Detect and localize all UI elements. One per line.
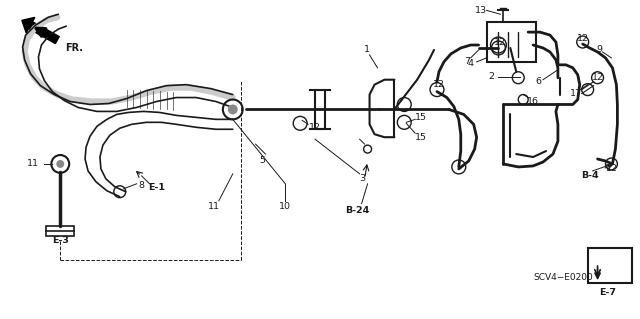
- Circle shape: [228, 105, 237, 115]
- Text: 12: 12: [309, 123, 321, 132]
- Text: 12: 12: [495, 38, 506, 47]
- Text: 4: 4: [468, 59, 474, 68]
- Text: 11: 11: [208, 202, 220, 211]
- Text: 8: 8: [139, 181, 145, 190]
- Text: 12: 12: [605, 164, 618, 174]
- Text: B-4: B-4: [581, 171, 598, 180]
- Bar: [47, 226, 74, 236]
- Text: 2: 2: [488, 72, 495, 81]
- Text: 17: 17: [570, 89, 582, 98]
- Text: E-3: E-3: [52, 236, 68, 245]
- Text: 12: 12: [433, 80, 445, 89]
- Circle shape: [56, 160, 64, 168]
- Text: FR.: FR.: [65, 43, 83, 53]
- Text: 15: 15: [415, 133, 427, 142]
- Text: SCV4−E0200: SCV4−E0200: [533, 273, 593, 282]
- Text: 7: 7: [464, 57, 470, 66]
- FancyArrow shape: [22, 17, 60, 43]
- Text: 3: 3: [360, 174, 365, 183]
- Text: 5: 5: [259, 157, 266, 166]
- Bar: [486, 22, 536, 62]
- Text: 13: 13: [474, 6, 486, 15]
- Text: E-1: E-1: [148, 183, 165, 192]
- Text: 12: 12: [591, 73, 604, 82]
- Text: E-7: E-7: [599, 288, 616, 297]
- Text: 6: 6: [535, 77, 541, 86]
- Text: 16: 16: [527, 97, 539, 106]
- Text: 1: 1: [364, 46, 369, 55]
- Text: B-24: B-24: [346, 206, 370, 215]
- Text: 9: 9: [596, 46, 602, 55]
- Text: 12: 12: [577, 33, 589, 42]
- Text: 11: 11: [26, 160, 38, 168]
- Bar: [588, 248, 632, 283]
- Text: 15: 15: [415, 113, 427, 122]
- Text: 10: 10: [279, 202, 291, 211]
